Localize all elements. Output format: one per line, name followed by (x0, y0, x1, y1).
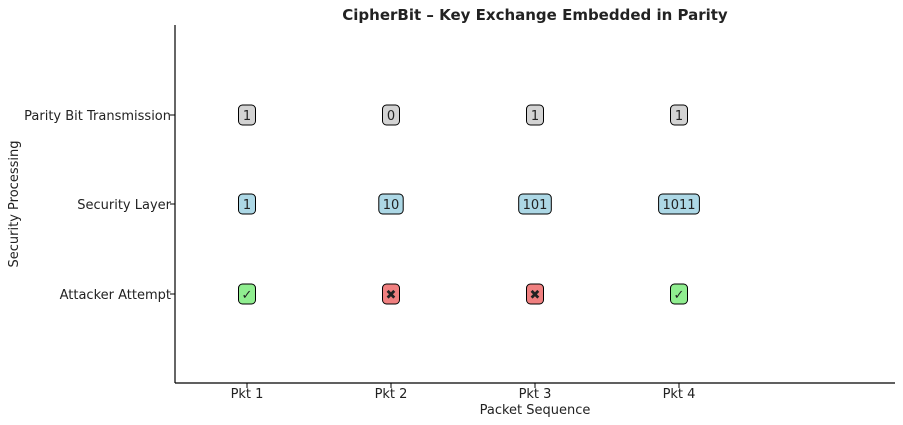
y-tick-label: Parity Bit Transmission (24, 109, 171, 124)
cell-value: 0 (387, 109, 395, 124)
x-tick-group: Pkt 1 Pkt 2 Pkt 3 Pkt 4 (231, 383, 696, 402)
cell-box (670, 283, 688, 305)
cell-value: 101 (523, 198, 548, 213)
y-tick-label: Attacker Attempt (60, 288, 171, 303)
y-tick-group: Parity Bit Transmission Security Layer Att… (24, 109, 175, 303)
x-axis-label: Packet Sequence (480, 403, 591, 418)
cell-box (378, 193, 404, 215)
x-tick-label: Pkt 2 (375, 387, 408, 402)
cell-value: 10 (383, 198, 400, 213)
attack-result-label: ✖ (386, 288, 397, 303)
cell-box (526, 104, 544, 126)
cell-box (518, 193, 552, 215)
cell-value: 1 (675, 109, 683, 124)
cell-box (238, 193, 256, 215)
cell-value: 1 (531, 109, 539, 124)
x-tick-label: Pkt 4 (663, 387, 696, 402)
cell-value: 1 (243, 198, 251, 213)
attack-result-label: ✓ (674, 288, 685, 303)
x-tick-label: Pkt 3 (519, 387, 552, 402)
cell-box (658, 193, 700, 215)
cell-box (670, 104, 688, 126)
cell-group: 1 0 1 11 10 101 1011✓ ✖ ✖ ✓ (238, 104, 700, 305)
y-tick-label: Security Layer (77, 198, 171, 213)
cell-value: 1011 (662, 198, 695, 213)
cell-box (382, 104, 400, 126)
y-axis-label: Security Processing (7, 141, 22, 268)
cell-box (526, 283, 544, 305)
x-tick-label: Pkt 1 (231, 387, 264, 402)
cell-box (382, 283, 400, 305)
attack-result-label: ✖ (530, 288, 541, 303)
cell-box (238, 283, 256, 305)
chart-title: CipherBit – Key Exchange Embedded in Par… (342, 6, 728, 24)
attack-result-label: ✓ (242, 288, 253, 303)
cell-value: 1 (243, 109, 251, 124)
cell-box (238, 104, 256, 126)
